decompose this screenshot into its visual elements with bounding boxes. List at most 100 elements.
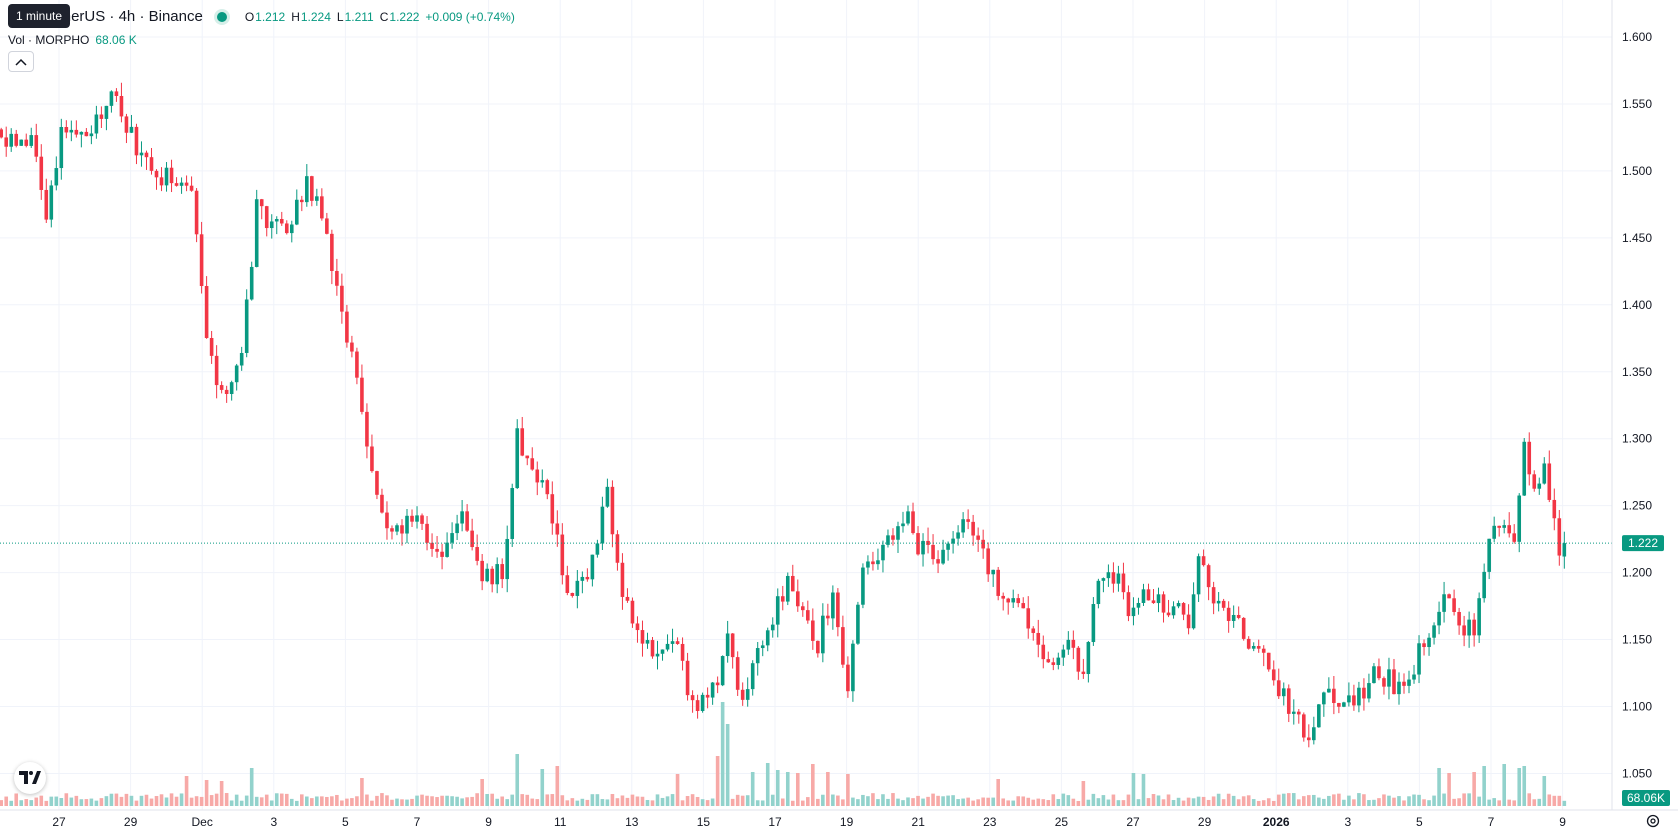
volume-bar: [1176, 797, 1181, 806]
candle: [1081, 658, 1086, 679]
volume-bar: [650, 800, 655, 806]
candle: [745, 677, 750, 707]
volume-bar: [440, 795, 444, 806]
candle: [630, 597, 635, 628]
volume-bar: [821, 794, 825, 806]
volume-bar: [1562, 800, 1567, 806]
volume-bar: [1196, 796, 1201, 806]
candle: [450, 522, 454, 549]
volume-bar: [600, 799, 605, 806]
volume-bar: [4, 796, 9, 806]
candle: [605, 478, 610, 508]
candle: [184, 175, 189, 192]
candle: [680, 637, 685, 671]
candle: [1016, 593, 1021, 608]
volume-bar: [896, 798, 900, 806]
time-tick-label: 9: [485, 815, 492, 829]
candle: [926, 527, 930, 554]
volume-bar: [74, 795, 79, 806]
volume-bar: [1352, 799, 1356, 806]
candle: [360, 364, 364, 415]
time-tick-label: 25: [1055, 815, 1069, 829]
volume-bar: [214, 793, 219, 806]
tradingview-logo-icon[interactable]: [14, 762, 46, 794]
volume-bar: [9, 800, 14, 806]
volume-bar: [1091, 793, 1096, 806]
candle: [836, 588, 840, 637]
candle: [254, 189, 259, 268]
candle: [685, 652, 690, 701]
candle: [520, 416, 525, 457]
candle: [851, 640, 855, 702]
volume-bar: [1211, 796, 1216, 806]
candle: [1537, 477, 1542, 495]
candle: [775, 588, 780, 638]
volume-bar: [159, 794, 164, 806]
market-status-icon[interactable]: [216, 11, 227, 22]
volume-bar: [1452, 798, 1456, 806]
candle: [495, 557, 499, 594]
volume-bar: [1106, 799, 1111, 806]
volume-bar: [700, 799, 705, 806]
volume-bar: [1557, 795, 1562, 806]
candle: [1176, 600, 1181, 609]
candle: [1552, 488, 1557, 531]
volume-bar: [1447, 773, 1451, 806]
candle: [410, 509, 414, 527]
volume-bar: [1121, 800, 1126, 806]
candle: [269, 214, 274, 239]
candle: [655, 640, 660, 670]
volume-bar: [300, 794, 304, 806]
candle: [1352, 684, 1356, 711]
volume-bar: [996, 779, 1000, 806]
candle: [770, 617, 775, 638]
candle: [1367, 673, 1371, 703]
volume-bar: [1201, 796, 1206, 806]
chart-settings-button[interactable]: [1642, 811, 1664, 831]
candle: [1146, 583, 1151, 601]
volume-bar: [194, 796, 199, 806]
collapse-legend-button[interactable]: [8, 51, 34, 72]
volume-legend: Vol · MORPHO 68.06 K: [8, 33, 137, 47]
volume-bar: [1016, 796, 1021, 806]
candle: [1061, 644, 1066, 666]
volume-bar: [124, 793, 129, 806]
candle: [289, 220, 294, 243]
candle: [114, 88, 119, 102]
volume-bar: [891, 793, 895, 806]
candle: [1161, 591, 1166, 623]
candle: [305, 164, 309, 207]
candle: [515, 419, 520, 490]
candle: [715, 676, 720, 694]
candle: [1397, 672, 1401, 705]
candle: [335, 258, 339, 296]
candle: [455, 514, 459, 541]
candle: [174, 177, 179, 187]
volume-bar: [545, 794, 550, 806]
time-axis[interactable]: 27 29 Dec 3 5 7 9 11 13 15 17 19 21 23 25 27 29 2026 3 5 7 9: [52, 815, 1566, 829]
volume-bar: [520, 794, 525, 806]
volume-bar: [1126, 794, 1131, 806]
candle: [264, 205, 269, 237]
volume-bar: [99, 798, 104, 806]
volume-bar: [1036, 798, 1041, 806]
candle: [610, 480, 615, 548]
volume-bar: [620, 795, 625, 806]
price-axis[interactable]: 1.600 1.550 1.500 1.450 1.400 1.350 1.300 1.250…: [1622, 30, 1652, 780]
volume-bar: [1061, 793, 1066, 806]
candle: [1136, 597, 1141, 615]
candle: [710, 681, 715, 705]
candle: [735, 651, 740, 696]
candle: [179, 177, 184, 194]
candle: [1026, 596, 1031, 639]
candle: [690, 690, 695, 713]
volume-bar: [1161, 799, 1166, 806]
time-tick-label: 2026: [1263, 815, 1290, 829]
volume-bar: [435, 797, 439, 806]
candle: [1437, 601, 1441, 635]
volume-bar: [695, 796, 700, 806]
candle: [1156, 587, 1161, 613]
volume-label[interactable]: Vol · MORPHO: [8, 33, 90, 47]
candle: [740, 682, 745, 706]
